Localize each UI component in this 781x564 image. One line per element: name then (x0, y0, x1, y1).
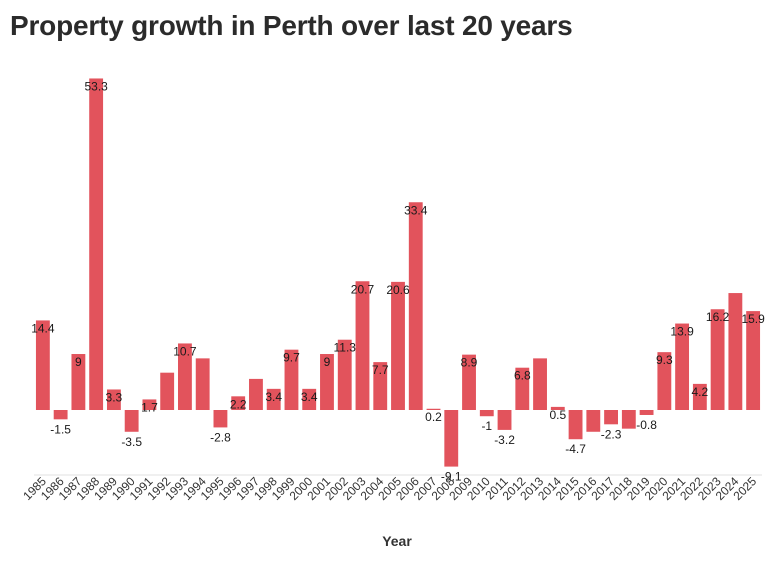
data-label-2017: -2.3 (601, 427, 622, 441)
chart-title: Property growth in Perth over last 20 ye… (10, 10, 573, 41)
bar-2014 (550, 406, 565, 410)
data-label-2012: 6.8 (514, 369, 531, 383)
bar-1986 (53, 410, 68, 420)
data-label-2025: 15.9 (741, 312, 765, 326)
data-label-2019: -0.8 (636, 418, 657, 432)
bar-1992 (160, 372, 175, 410)
data-label-2014: 0.5 (549, 408, 566, 422)
data-label-1996: 2.2 (230, 397, 247, 411)
data-label-1986: -1.5 (50, 422, 71, 436)
bar-1998 (266, 388, 281, 410)
bar-1993 (178, 343, 192, 410)
data-label-2001: 9 (324, 355, 331, 369)
bar-2000 (302, 388, 317, 410)
bar-1991 (142, 399, 157, 410)
data-label-2000: 3.4 (301, 390, 318, 404)
data-label-2023: 16.2 (706, 310, 730, 324)
data-label-2022: 4.2 (692, 385, 709, 399)
data-label-1993: 10.7 (173, 344, 197, 358)
bar-2003 (355, 281, 370, 410)
bar-2009 (462, 354, 476, 410)
bar-1990 (124, 410, 139, 432)
x-axis-title: Year (382, 533, 412, 549)
data-label-1987: 9 (75, 355, 82, 369)
data-label-1990: -3.5 (121, 435, 142, 449)
bar-1994 (195, 358, 210, 410)
bar-2001 (320, 354, 334, 410)
data-label-2006: 33.4 (404, 203, 428, 217)
bar-2013 (533, 358, 547, 410)
data-label-2005: 20.6 (386, 283, 410, 297)
data-label-1995: -2.8 (210, 430, 231, 444)
bar-2017 (604, 410, 618, 425)
bar-2008 (444, 410, 459, 467)
bar-1996 (231, 396, 246, 410)
data-labels-layer: 14.4 -1.5 9 53.3 3.3 -3.5 1.7 10.7 -2.8 2.2 3.4 9.7… (31, 79, 765, 483)
bar-2023 (710, 309, 725, 410)
data-label-1998: 3.4 (265, 390, 282, 404)
data-label-2021: 13.9 (670, 325, 694, 339)
bar-2021 (675, 323, 690, 410)
data-label-1991: 1.7 (141, 400, 158, 414)
bar-2015 (568, 410, 583, 440)
data-label-2003: 20.7 (351, 282, 375, 296)
bar-2012 (515, 367, 530, 410)
data-label-2020: 9.3 (656, 353, 673, 367)
bar-2019 (639, 410, 654, 415)
bar-1987 (71, 354, 86, 410)
bar-2010 (479, 410, 494, 417)
bars-layer (35, 78, 761, 467)
data-label-1985: 14.4 (31, 321, 55, 335)
data-label-2015: -4.7 (565, 442, 586, 456)
data-label-2004: 7.7 (372, 363, 389, 377)
bar-2022 (692, 383, 707, 410)
bar-2002 (337, 339, 352, 410)
bar-1995 (213, 410, 228, 428)
data-label-2008: -9.1 (441, 470, 462, 484)
bar-2024 (728, 293, 743, 410)
bar-1997 (249, 378, 263, 410)
bar-2025 (746, 311, 761, 410)
bar-2011 (497, 410, 512, 430)
data-label-2011: -3.2 (494, 433, 515, 447)
x-tick-labels-layer: 1985198619871988198919901991199219931994… (20, 474, 759, 503)
bar-2016 (586, 410, 601, 432)
data-label-2002: 11.3 (333, 341, 356, 355)
bar-2018 (621, 410, 636, 429)
bar-1985 (35, 320, 50, 410)
bar-1988 (89, 78, 104, 410)
data-label-2010: -1 (481, 419, 492, 433)
data-label-1988: 53.3 (84, 79, 108, 93)
bar-2006 (408, 202, 423, 410)
bar-1999 (284, 349, 299, 410)
bar-2007 (426, 408, 441, 410)
data-label-1989: 3.3 (106, 390, 123, 404)
bar-2004 (373, 362, 388, 410)
data-label-2009: 8.9 (461, 356, 478, 370)
bar-2005 (391, 281, 405, 410)
bar-1989 (106, 389, 121, 410)
data-label-2007: 0.2 (425, 410, 442, 424)
data-label-1999: 9.7 (283, 351, 300, 365)
bar-2020 (657, 352, 672, 410)
